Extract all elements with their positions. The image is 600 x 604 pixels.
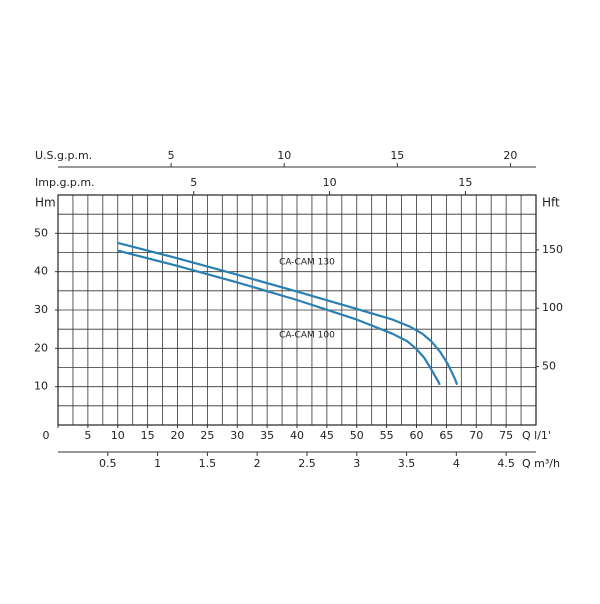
y-tick-label: 20 <box>34 341 48 354</box>
x-tick-label: 5 <box>84 429 91 442</box>
bottom2-tick-label: 3.5 <box>398 457 416 470</box>
curve <box>117 241 459 386</box>
y2-axis-label: Hft <box>542 196 560 210</box>
x-tick-label: 60 <box>410 429 424 442</box>
x-tick-label: 0 <box>43 429 50 442</box>
bottom2-tick-label: 4.5 <box>497 457 515 470</box>
x-tick-label: 25 <box>200 429 214 442</box>
x-tick-label: 20 <box>171 429 185 442</box>
bottom2-tick-label: 0.5 <box>99 457 117 470</box>
top-tick-label: 20 <box>503 149 517 162</box>
curve-label: CA-CAM 100 <box>279 330 335 340</box>
top-tick-label: 15 <box>390 149 404 162</box>
y-axis-label: Hm <box>35 196 56 210</box>
x-tick-label: 15 <box>141 429 155 442</box>
bottom2-tick-label: 3 <box>353 457 360 470</box>
y-tick-label: 30 <box>34 303 48 316</box>
y-tick-label: 50 <box>34 226 48 239</box>
x-axis-label: Q l/1' <box>522 429 551 442</box>
bottom2-axis-label: Q m³/h <box>522 457 560 470</box>
top-tick-label: 10 <box>277 149 291 162</box>
top-axis-label: U.S.g.p.m. <box>35 149 92 162</box>
x-tick-label: 45 <box>320 429 334 442</box>
top-tick-label: 5 <box>190 176 197 189</box>
x-tick-label: 10 <box>111 429 125 442</box>
bottom2-tick-label: 1 <box>154 457 161 470</box>
y-tick-label: 40 <box>34 265 48 278</box>
bottom2-tick-label: 1.5 <box>199 457 217 470</box>
x-tick-label: 75 <box>499 429 513 442</box>
bottom2-tick-label: 4 <box>453 457 460 470</box>
x-tick-label: 40 <box>290 429 304 442</box>
bottom2-tick-label: 2.5 <box>298 457 316 470</box>
y2-tick-label: 50 <box>542 360 556 373</box>
top-tick-label: 10 <box>323 176 337 189</box>
y-tick-label: 10 <box>34 380 48 393</box>
x-tick-label: 65 <box>439 429 453 442</box>
top-tick-label: 15 <box>458 176 472 189</box>
top-axis-label: Imp.g.p.m. <box>35 176 95 189</box>
bottom2-tick-label: 2 <box>254 457 261 470</box>
top-tick-label: 5 <box>168 149 175 162</box>
y2-tick-label: 100 <box>542 301 563 314</box>
x-tick-label: 35 <box>260 429 274 442</box>
curve <box>117 249 441 386</box>
y2-tick-label: 150 <box>542 243 563 256</box>
curve-label: CA-CAM 130 <box>279 258 335 268</box>
x-tick-label: 50 <box>350 429 364 442</box>
x-tick-label: 30 <box>230 429 244 442</box>
x-tick-label: 55 <box>380 429 394 442</box>
x-tick-label: 70 <box>469 429 483 442</box>
